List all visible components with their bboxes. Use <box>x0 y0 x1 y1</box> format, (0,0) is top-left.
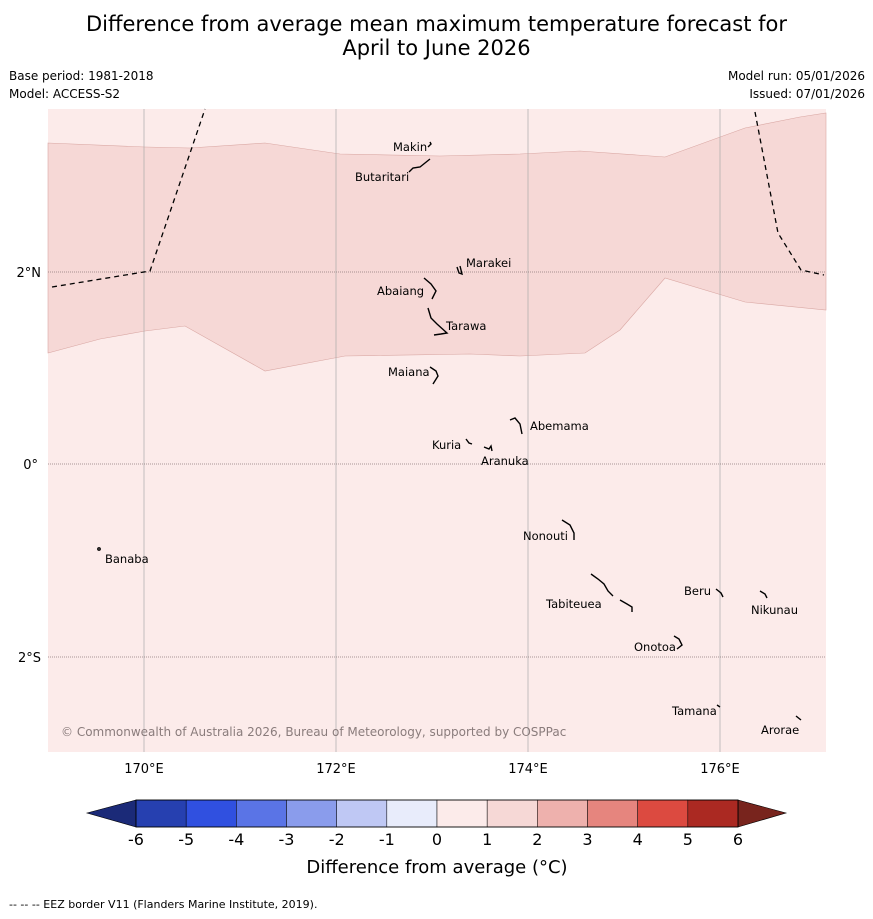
anomaly-band-1-2 <box>47 112 827 372</box>
island-shapes <box>97 141 802 721</box>
lon-label-174e: 174°E <box>508 762 548 777</box>
colorbar-tick-label: -5 <box>178 830 194 849</box>
label-nonouti: Nonouti <box>523 529 568 543</box>
eez-legend-note: -- -- -- EEZ border V11 (Flanders Marine… <box>9 898 318 911</box>
label-nikunau: Nikunau <box>751 603 798 617</box>
model-name: Model: ACCESS-S2 <box>9 87 121 101</box>
colorbar-extend-low <box>85 799 137 828</box>
colorbar-tick-label: 0 <box>432 830 442 849</box>
colorbar-extend-high <box>737 799 788 828</box>
colorbar-tick-label: -4 <box>228 830 244 849</box>
lat-label-2n: 2°N <box>17 266 42 281</box>
lon-label-172e: 172°E <box>316 762 356 777</box>
colorbar-segment <box>587 799 638 828</box>
base-period: Base period: 1981-2018 <box>9 69 154 83</box>
label-arorae: Arorae <box>761 723 799 737</box>
lon-label-170e: 170°E <box>124 762 164 777</box>
label-makin: Makin <box>393 140 427 154</box>
label-banaba: Banaba <box>105 552 149 566</box>
label-tamana: Tamana <box>671 704 717 718</box>
island-labels: Makin Butaritari Marakei Abaiang Tarawa … <box>105 140 799 737</box>
latitude-labels: 2°N 0° 2°S <box>17 266 42 666</box>
colorbar-tick-label: 4 <box>633 830 643 849</box>
eez-border <box>51 108 825 288</box>
longitude-labels: 170°E 172°E 174°E 176°E <box>124 762 740 777</box>
label-maiana: Maiana <box>388 365 430 379</box>
colorbar-segment <box>637 799 689 828</box>
title-line-1: Difference from average mean maximum tem… <box>86 12 787 36</box>
colorbar-tick-label: 1 <box>482 830 492 849</box>
colorbar-tick-label: 5 <box>683 830 693 849</box>
colorbar: -6 -5 -4 -3 -2 -1 0 1 2 3 4 5 6 <box>85 799 788 849</box>
colorbar-tick-label: -1 <box>379 830 395 849</box>
colorbar-segment <box>386 799 438 828</box>
chart-title: Difference from average mean maximum tem… <box>0 12 873 60</box>
label-butaritari: Butaritari <box>355 170 409 184</box>
label-tabiteuea: Tabiteuea <box>545 597 602 611</box>
model-run: Model run: 05/01/2026 <box>727 69 865 83</box>
colorbar-tick-label: 6 <box>733 830 743 849</box>
meta-right: Model run: 05/01/2026 Issued: 07/01/2026 <box>728 67 865 103</box>
longitude-lines <box>143 109 721 752</box>
label-abemama: Abemama <box>530 419 589 433</box>
colorbar-tick-label: -3 <box>279 830 295 849</box>
colorbar-tick-label: -2 <box>329 830 345 849</box>
lat-label-2s: 2°S <box>18 651 41 666</box>
label-aranuka: Aranuka <box>481 454 529 468</box>
label-onotoa: Onotoa <box>634 640 676 654</box>
label-abaiang: Abaiang <box>377 284 424 298</box>
colorbar-segment <box>537 799 588 828</box>
colorbar-segment <box>236 799 287 828</box>
colorbar-tick-label: 2 <box>532 830 542 849</box>
title-line-2: April to June 2026 <box>342 36 531 60</box>
lon-label-176e: 176°E <box>700 762 740 777</box>
label-kuria: Kuria <box>432 438 461 452</box>
meta-left: Base period: 1981-2018 Model: ACCESS-S2 <box>9 67 154 103</box>
colorbar-segment <box>687 799 739 828</box>
colorbar-segment <box>336 799 388 828</box>
colorbar-outline <box>135 799 739 828</box>
lat-label-0: 0° <box>23 458 38 473</box>
colorbar-segment <box>436 799 488 828</box>
colorbar-segment <box>286 799 337 828</box>
label-tarawa: Tarawa <box>445 319 486 333</box>
colorbar-segment <box>135 799 187 828</box>
label-beru: Beru <box>684 584 711 598</box>
label-marakei: Marakei <box>466 256 511 270</box>
colorbar-tick-label: 3 <box>582 830 592 849</box>
colorbar-segment <box>185 799 237 828</box>
latitude-lines <box>48 271 826 658</box>
colorbar-segment <box>486 799 538 828</box>
issued-date: Issued: 07/01/2026 <box>749 87 865 101</box>
colorbar-tick-label: -6 <box>128 830 144 849</box>
colorbar-title: Difference from average (°C) <box>306 857 567 878</box>
copyright-notice: © Commonwealth of Australia 2026, Bureau… <box>61 725 566 739</box>
